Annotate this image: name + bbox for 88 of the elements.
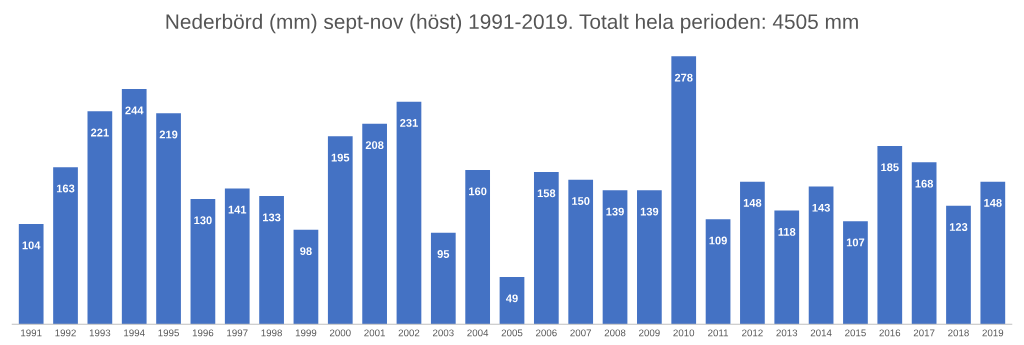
data-label: 158 <box>537 189 556 198</box>
data-label: 123 <box>949 223 968 231</box>
x-tick-label: 2004 <box>467 329 489 337</box>
bar <box>843 221 868 325</box>
data-label: 185 <box>881 163 899 172</box>
x-tick-label: 2009 <box>639 329 660 337</box>
x-tick-label: 2002 <box>398 329 420 337</box>
bar <box>980 181 1006 325</box>
x-tick-label: 2006 <box>536 329 557 337</box>
bar <box>430 232 456 325</box>
x-tick-label: 2010 <box>673 329 695 337</box>
bar <box>808 186 834 325</box>
bar <box>156 113 181 325</box>
bar <box>705 219 731 325</box>
x-tick-label: 2013 <box>776 329 798 337</box>
bar <box>396 101 422 325</box>
bar <box>259 196 284 325</box>
data-label: 141 <box>228 205 247 214</box>
bar <box>190 198 216 325</box>
bar <box>224 188 250 325</box>
data-label: 148 <box>743 198 762 207</box>
chart-title: Nederbörd (mm) sept-nov (höst) 1991-2019. Totalt hela perioden: 4505 mm <box>166 13 858 34</box>
x-tick-label: 2001 <box>364 329 385 337</box>
data-label: 160 <box>469 187 487 196</box>
x-tick-label: 2008 <box>604 329 626 337</box>
data-label: 49 <box>505 294 518 303</box>
bar <box>362 123 387 325</box>
x-tick-label: 2015 <box>845 329 866 337</box>
data-label: 107 <box>846 238 865 247</box>
x-tick-label: 2014 <box>810 329 832 337</box>
x-tick-label: 2017 <box>913 329 935 337</box>
data-label: 133 <box>263 213 281 222</box>
data-label: 219 <box>159 130 178 139</box>
x-tick-label: 2018 <box>948 329 969 337</box>
bar <box>671 56 697 325</box>
x-tick-label: 1992 <box>55 329 76 337</box>
data-label: 98 <box>300 247 312 256</box>
data-label: 231 <box>400 118 418 127</box>
x-tick-label: 1991 <box>21 329 42 337</box>
bar <box>293 229 319 325</box>
bar <box>911 162 937 325</box>
x-tick-label: 2011 <box>708 329 729 337</box>
x-tick-label: 1993 <box>89 329 111 337</box>
bar <box>87 111 113 325</box>
bar <box>946 205 971 325</box>
x-tick-label: 1995 <box>158 329 179 337</box>
x-tick-label: 2019 <box>982 329 1004 337</box>
x-tick-label: 2005 <box>501 329 523 337</box>
bar <box>499 277 525 325</box>
data-label: 118 <box>778 227 796 236</box>
data-label: 244 <box>125 106 144 115</box>
bar <box>637 190 662 325</box>
data-label: 104 <box>22 241 41 250</box>
bar <box>327 136 353 325</box>
bar <box>877 145 903 325</box>
data-label: 221 <box>90 128 109 137</box>
data-label: 278 <box>674 73 693 82</box>
x-tick-label: 2003 <box>432 329 454 337</box>
bar <box>602 190 628 325</box>
data-label: 139 <box>606 207 624 216</box>
data-label: 208 <box>365 141 384 150</box>
bar <box>53 167 78 325</box>
data-label: 130 <box>194 216 212 225</box>
data-label: 95 <box>437 250 450 258</box>
bar <box>121 89 147 325</box>
x-tick-label: 1999 <box>295 329 317 337</box>
x-tick-label: 2007 <box>570 329 592 337</box>
x-tick-label: 1996 <box>192 329 214 337</box>
x-tick-label: 2016 <box>879 329 901 337</box>
data-label: 163 <box>56 184 75 193</box>
x-tick-label: 1997 <box>227 329 248 337</box>
bar <box>568 179 594 325</box>
data-label: 150 <box>572 197 590 205</box>
bar <box>533 172 559 325</box>
data-label: 195 <box>331 153 350 162</box>
x-tick-label: 1994 <box>124 329 145 337</box>
x-tick-label: 1998 <box>261 329 282 337</box>
x-tick-label: 2012 <box>742 329 763 337</box>
bar <box>18 224 44 325</box>
bar <box>774 210 800 325</box>
data-label: 168 <box>915 179 934 188</box>
data-label: 148 <box>984 198 1002 207</box>
bar <box>740 181 765 325</box>
bar <box>465 170 491 325</box>
data-label: 139 <box>640 207 659 216</box>
data-label: 109 <box>709 236 727 245</box>
data-label: 143 <box>812 203 830 212</box>
x-tick-label: 2000 <box>329 329 351 337</box>
